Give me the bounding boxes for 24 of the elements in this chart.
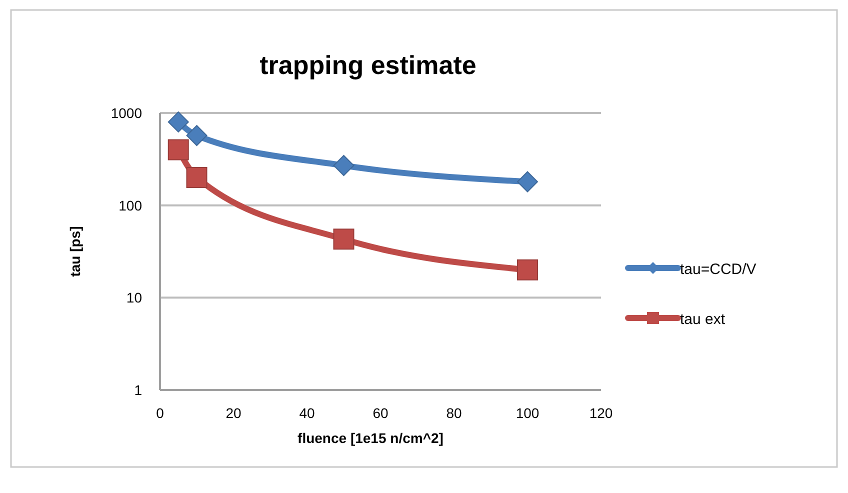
point: [333, 155, 354, 176]
x-tick-label: 20: [226, 405, 242, 421]
chart-title: trapping estimate: [260, 50, 476, 80]
x-axis-title: fluence [1e15 n/cm^2]: [298, 430, 444, 446]
point: [517, 171, 538, 192]
legend-label: tau ext: [680, 311, 726, 328]
y-axis-title: tau [ps]: [67, 226, 83, 277]
x-tick-label: 60: [372, 405, 388, 421]
x-tick-label: 0: [156, 405, 164, 421]
legend-label: tau=CCD/V: [680, 261, 756, 278]
point: [517, 259, 538, 280]
x-tick-label: 80: [446, 405, 462, 421]
y-tick-label: 100: [118, 197, 142, 214]
y-tick-label: 1000: [110, 105, 142, 121]
y-tick-label: 1: [134, 382, 142, 398]
point: [186, 167, 208, 188]
y-tick-label: 10: [126, 290, 142, 306]
x-tick-label: 100: [516, 405, 540, 421]
point: [168, 111, 189, 132]
x-tick-label: 40: [299, 405, 315, 421]
point: [333, 228, 354, 250]
point: [168, 139, 189, 160]
x-tick-label: 120: [589, 405, 613, 421]
point: [186, 125, 208, 146]
